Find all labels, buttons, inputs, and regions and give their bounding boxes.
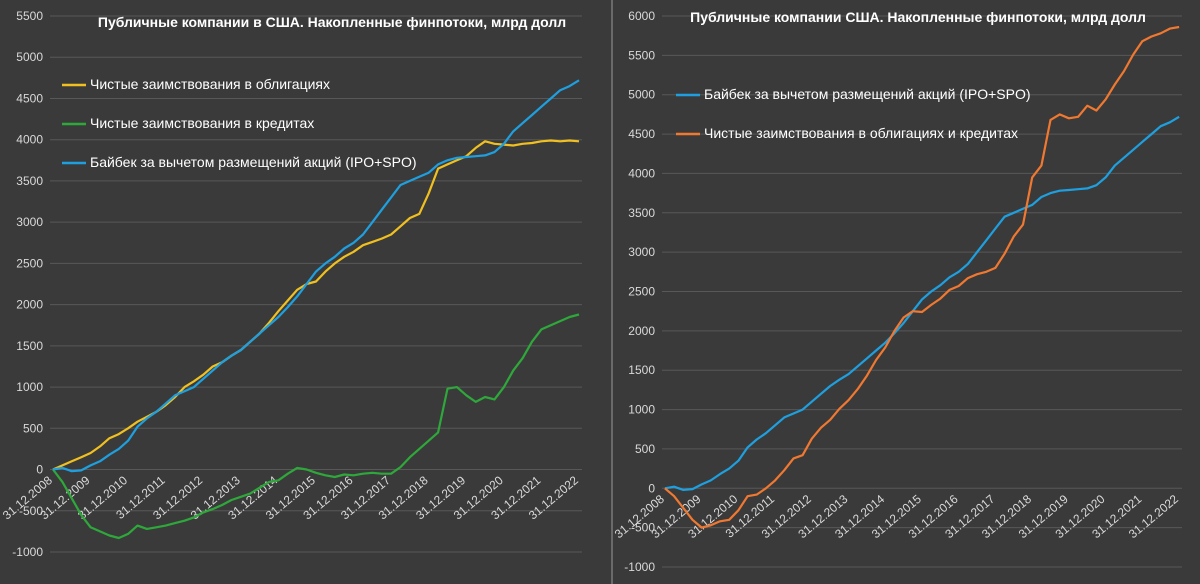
chart-title: Публичные компании в США. Накопленные фи… [98, 14, 566, 30]
y-tick-label: 4000 [628, 166, 655, 180]
y-tick-label: 500 [635, 442, 655, 456]
y-tick-label: 1000 [628, 403, 655, 417]
series-line-1 [52, 139, 580, 471]
y-tick-label: -1000 [12, 545, 43, 559]
y-tick-label: 3500 [16, 174, 43, 188]
y-tick-label: 6000 [628, 9, 655, 23]
chart-title: Публичные компании США. Накопленные финп… [690, 9, 1146, 25]
y-tick-label: 2500 [16, 256, 43, 270]
y-tick-label: 1000 [16, 380, 43, 394]
y-tick-label: -500 [631, 521, 655, 535]
y-tick-label: 2000 [628, 324, 655, 338]
legend-label-1: Чистые заимствования в облигациях [90, 76, 330, 92]
y-tick-label: 3500 [628, 206, 655, 220]
y-tick-label: 3000 [16, 215, 43, 229]
y-tick-label: 1500 [628, 363, 655, 377]
y-tick-label: 5500 [16, 9, 43, 23]
series-line-2 [52, 313, 580, 540]
y-tick-label: 2000 [16, 298, 43, 312]
y-tick-label: 5500 [628, 48, 655, 62]
series-line-1 [664, 115, 1180, 491]
y-tick-label: -1000 [624, 560, 655, 574]
y-tick-label: 0 [648, 481, 655, 495]
legend-label-2: Чистые заимствования в кредитах [90, 115, 314, 131]
y-tick-label: 4500 [16, 91, 43, 105]
y-tick-label: 0 [36, 463, 43, 477]
series-line-2 [664, 25, 1180, 529]
y-tick-label: 3000 [628, 245, 655, 259]
legend-label-1: Байбек за вычетом размещений акций (IPO+… [704, 86, 1031, 102]
y-tick-label: -500 [19, 504, 43, 518]
legend-label-2: Чистые заимствования в облигациях и кред… [704, 125, 1018, 141]
y-tick-label: 4000 [16, 133, 43, 147]
y-tick-label: 2500 [628, 285, 655, 299]
y-tick-label: 500 [23, 421, 43, 435]
series-line-3 [52, 79, 580, 473]
y-tick-label: 5000 [628, 88, 655, 102]
y-tick-label: 5000 [16, 50, 43, 64]
left-chart-panel: -1000 -500 0 500 1000 1500 2000 2500 3000 3500 400… [0, 9, 582, 559]
y-tick-label: 4500 [628, 127, 655, 141]
legend-label-3: Байбек за вычетом размещений акций (IPO+… [90, 154, 417, 170]
y-tick-label: 1500 [16, 339, 43, 353]
